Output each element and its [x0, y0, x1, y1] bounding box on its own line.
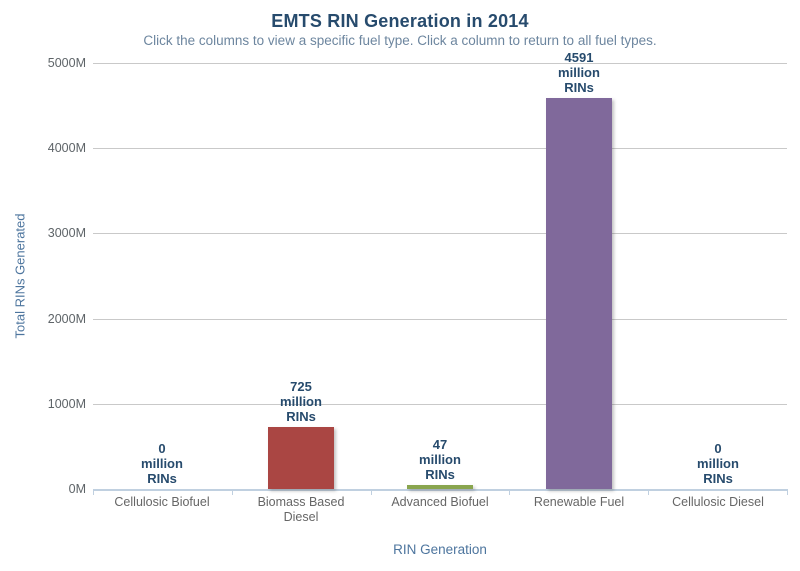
- bar-value-label-renewable-fuel: 4591 million RINs: [514, 50, 644, 95]
- x-category-label-cellulosic-diesel: Cellulosic Diesel: [672, 495, 764, 509]
- y-tick-label: 4000M: [47, 141, 86, 155]
- chart-subtitle: Click the columns to view a specific fue…: [143, 33, 657, 48]
- bar-value-label-biomass-based-diesel: 725 million RINs: [236, 379, 366, 424]
- y-tick-label: 1000M: [47, 397, 86, 411]
- bar-value-label-line: RINs: [564, 80, 594, 95]
- gridline-4000M: [93, 148, 787, 149]
- bar-value-label-line: million: [697, 456, 739, 471]
- bar-biomass-based-diesel[interactable]: [268, 427, 334, 489]
- x-axis-tick-mark: [787, 490, 788, 495]
- gridline-3000M: [93, 233, 787, 234]
- x-category-label-renewable-fuel: Renewable Fuel: [533, 495, 625, 509]
- bar-value-label-line: million: [558, 65, 600, 80]
- bar-value-label-line: million: [141, 456, 183, 471]
- x-axis-line: [93, 489, 788, 491]
- x-category-label-advanced-biofuel: Advanced Biofuel: [391, 495, 489, 509]
- gridline-2000M: [93, 319, 787, 320]
- bar-value-label-line: 47: [432, 437, 448, 452]
- x-axis-tick-mark: [648, 490, 649, 495]
- bar-value-label-line: million: [280, 394, 322, 409]
- bar-value-label-advanced-biofuel: 47 million RINs: [375, 437, 505, 482]
- bar-value-label-line: 0: [158, 441, 166, 456]
- x-category-label-biomass-based-diesel: Biomass Based Diesel: [257, 495, 345, 524]
- x-axis-tick-mark: [509, 490, 510, 495]
- y-tick-label: 3000M: [47, 226, 86, 240]
- x-axis-tick-mark: [93, 490, 94, 495]
- bar-value-label-line: 725: [290, 379, 312, 394]
- bar-value-label-line: 0: [714, 441, 722, 456]
- bar-value-label-line: RINs: [147, 471, 177, 486]
- bar-value-label-cellulosic-diesel: 0 million RINs: [653, 441, 783, 486]
- x-category-label-cellulosic-biofuel: Cellulosic Biofuel: [114, 495, 210, 509]
- chart-title: EMTS RIN Generation in 2014: [271, 11, 529, 31]
- bar-advanced-biofuel[interactable]: [407, 485, 473, 489]
- bar-value-label-line: RINs: [703, 471, 733, 486]
- bar-renewable-fuel[interactable]: [546, 98, 612, 489]
- x-axis-tick-mark: [232, 490, 233, 495]
- x-axis-tick-mark: [371, 490, 372, 495]
- gridline-5000M: [93, 63, 787, 64]
- bar-value-label-line: 4591: [564, 50, 594, 65]
- x-axis-title: RIN Generation: [393, 542, 487, 557]
- bar-value-label-line: RINs: [286, 409, 316, 424]
- gridline-1000M: [93, 404, 787, 405]
- y-tick-label: 2000M: [47, 312, 86, 326]
- y-tick-label: 5000M: [47, 56, 86, 70]
- bar-value-label-line: million: [419, 452, 461, 467]
- y-tick-label: 0M: [68, 482, 86, 496]
- bar-value-label-cellulosic-biofuel: 0 million RINs: [97, 441, 227, 486]
- bar-value-label-line: RINs: [425, 467, 455, 482]
